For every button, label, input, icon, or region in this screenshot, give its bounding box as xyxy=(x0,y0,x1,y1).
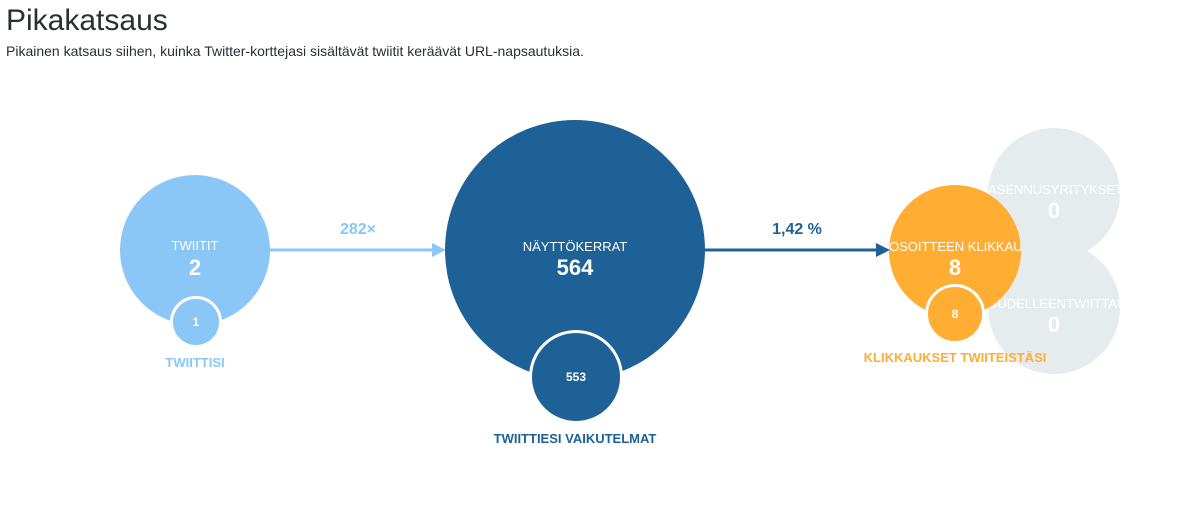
retweets-label: UUDELLEENTWIITTAUKSET xyxy=(988,296,1120,311)
page-title: Pikakatsaus xyxy=(6,4,168,37)
click-rate-text: 1,42 % xyxy=(772,221,822,238)
url-clicks-caption: KLIKKAUKSET TWIITEISTÄSI xyxy=(863,350,1047,365)
url-clicks-circle: OSOITTEEN KLIKKAUKSET 8 xyxy=(889,185,1021,317)
impressions-value: 564 xyxy=(556,255,594,280)
tweets-label: TWIITIT xyxy=(171,238,219,253)
tweets-caption: TWIITTISI xyxy=(165,355,225,370)
url-clicks-label: OSOITTEEN KLIKKAUKSET xyxy=(889,239,1021,254)
impressions-caption: TWIITTIESI VAIKUTELMAT xyxy=(493,431,657,446)
tweets-sub-circle: 1 xyxy=(170,296,222,348)
url-clicks-sub-circle: 8 xyxy=(925,284,985,344)
multiplier-text: 282× xyxy=(339,221,377,238)
url-clicks-value: 8 xyxy=(948,255,962,280)
impressions-label: NÄYTTÖKERRAT xyxy=(522,239,628,254)
installs-value: 0 xyxy=(1047,198,1061,223)
installs-label: ASENNUSYRITYKSET xyxy=(988,182,1120,197)
impressions-sub-circle: 553 xyxy=(529,330,623,424)
page-subtitle: Pikainen katsaus siihen, kuinka Twitter-… xyxy=(6,43,584,59)
arrow-tweets-to-impressions xyxy=(270,243,446,257)
tweets-value: 2 xyxy=(188,255,202,280)
arrow-impressions-to-clicks xyxy=(705,243,890,257)
retweets-value: 0 xyxy=(1047,312,1061,337)
